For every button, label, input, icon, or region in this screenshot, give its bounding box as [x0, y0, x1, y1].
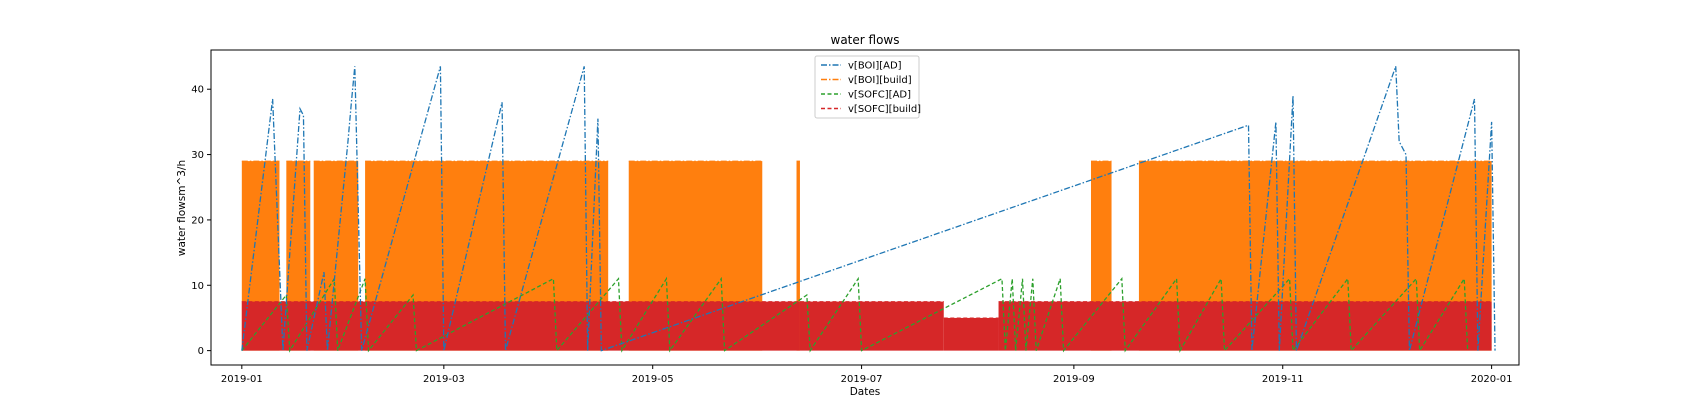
- x-tick-label: 2020-01: [1471, 374, 1513, 385]
- series-block: [799, 301, 944, 351]
- x-tick-label: 2019-01: [221, 374, 263, 385]
- y-axis: 0 10 20 30 40: [191, 85, 211, 357]
- legend-entry-v-sofc-build: v[SOFC][build]: [848, 104, 921, 115]
- legend-box: [814, 55, 920, 119]
- series-line: [241, 66, 1496, 352]
- y-tick-label: 0: [198, 346, 204, 357]
- legend-entry-v-sofc-ad: v[SOFC][AD]: [848, 90, 911, 101]
- x-axis-label: Dates: [850, 386, 881, 398]
- series-v-sofc-ad: [241, 276, 1469, 353]
- legend-entry-v-boi-build: v[BOI][build]: [848, 75, 912, 86]
- y-tick-label: 30: [191, 150, 204, 161]
- series-line: [241, 276, 1469, 353]
- legend: v[BOI][AD] v[BOI][build] v[SOFC][AD] v[SOFC…: [814, 55, 921, 119]
- series-block: [241, 301, 800, 351]
- series-block: [943, 317, 999, 351]
- y-tick-label: 10: [191, 281, 204, 292]
- x-tick-label: 2019-11: [1262, 374, 1304, 385]
- series-block: [796, 161, 800, 351]
- series-layer: [241, 66, 1496, 353]
- y-axis-label: water flowsm^3/h: [176, 160, 188, 256]
- y-tick-label: 20: [191, 215, 204, 226]
- x-tick-label: 2019-03: [423, 374, 465, 385]
- legend-entry-v-boi-ad: v[BOI][AD]: [848, 61, 902, 72]
- x-tick-label: 2019-09: [1053, 374, 1095, 385]
- y-tick-label: 40: [191, 85, 204, 96]
- x-tick-label: 2019-05: [632, 374, 674, 385]
- x-tick-label: 2019-07: [841, 374, 883, 385]
- chart-title: water flows: [831, 33, 900, 47]
- plot-frame: [210, 49, 1520, 366]
- x-axis: 2019-01 2019-03 2019-05 2019-07 2019-09 2019-…: [221, 365, 1513, 385]
- series-v-boi-ad: [241, 66, 1496, 352]
